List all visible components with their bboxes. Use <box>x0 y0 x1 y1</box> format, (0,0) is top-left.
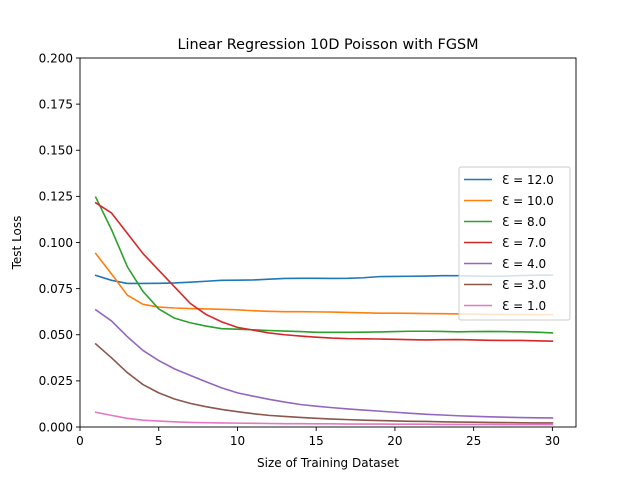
y-tick-label: 0.100 <box>39 236 73 250</box>
series-line-eps-3-0 <box>94 342 554 424</box>
x-tick-label: 15 <box>309 434 324 448</box>
x-tick-label: 10 <box>230 434 245 448</box>
y-tick-label: 0.025 <box>39 374 73 388</box>
x-tick-label: 20 <box>387 434 402 448</box>
y-tick-label: 0.075 <box>39 282 73 296</box>
legend-label: Ɛ = 8.0 <box>502 215 546 229</box>
y-tick-label: 0.050 <box>39 328 73 342</box>
y-axis: 0.000 0.025 0.050 0.075 0.100 0.125 0.150 0.175… <box>39 51 80 434</box>
legend-label: Ɛ = 4.0 <box>502 257 546 271</box>
legend-label: Ɛ = 7.0 <box>502 236 546 250</box>
y-tick-label: 0.200 <box>39 51 73 65</box>
x-axis: 0 5 10 15 20 25 30 <box>76 427 560 448</box>
legend-label: Ɛ = 12.0 <box>502 173 554 187</box>
x-tick-label: 30 <box>545 434 560 448</box>
legend-box <box>458 166 571 321</box>
series-group <box>94 196 554 426</box>
series-line-eps-7-0 <box>94 201 554 343</box>
legend-label: Ɛ = 1.0 <box>502 299 546 313</box>
y-tick-label: 0.175 <box>39 97 73 111</box>
legend-label: Ɛ = 3.0 <box>502 278 546 292</box>
y-tick-label: 0.150 <box>39 144 73 158</box>
x-tick-label: 5 <box>155 434 163 448</box>
series-line-eps-4-0 <box>94 308 554 419</box>
legend: Ɛ = 12.0 Ɛ = 10.0 Ɛ = 8.0 Ɛ = 7.0 Ɛ = 4.0 Ɛ =… <box>458 166 571 321</box>
y-tick-label: 0.125 <box>39 190 73 204</box>
legend-label: Ɛ = 10.0 <box>502 194 554 208</box>
series-line-eps-1-0 <box>94 411 554 426</box>
series-line-eps-8-0 <box>94 196 554 334</box>
x-tick-label: 25 <box>466 434 481 448</box>
chart-title: Linear Regression 10D Poisson with FGSM <box>177 37 478 53</box>
x-axis-label: Size of Training Dataset <box>257 456 399 470</box>
y-axis-label: Test Loss <box>10 216 24 271</box>
x-tick-label: 0 <box>76 434 84 448</box>
y-tick-label: 0.000 <box>39 420 73 434</box>
